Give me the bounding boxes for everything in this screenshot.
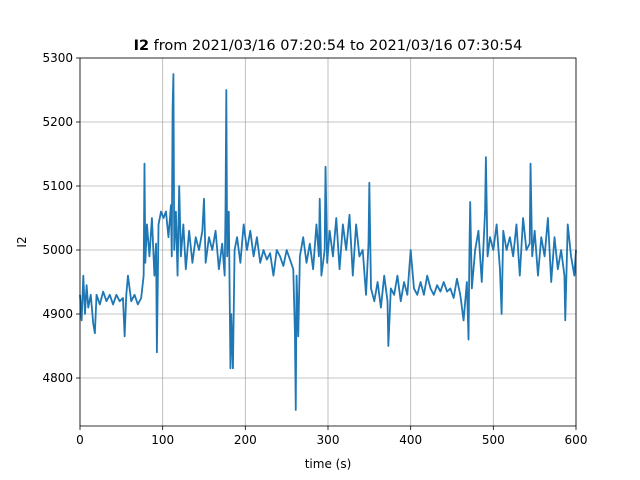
x-tick-label: 100 xyxy=(151,433,174,447)
x-axis-label: time (s) xyxy=(305,457,352,471)
data-line xyxy=(79,73,577,411)
x-tick-label: 600 xyxy=(565,433,588,447)
title-variable: I2 xyxy=(134,38,149,54)
x-tick-label: 500 xyxy=(482,433,505,447)
x-tick-label: 300 xyxy=(317,433,340,447)
y-tick-label: 4800 xyxy=(42,371,73,385)
chart-title: I2 from 2021/03/16 07:20:54 to 2021/03/1… xyxy=(134,38,523,54)
y-tick-label: 5000 xyxy=(42,243,73,257)
plot-area xyxy=(79,73,577,411)
x-tick-label: 0 xyxy=(76,433,84,447)
x-tick-label: 400 xyxy=(399,433,422,447)
y-tick-label: 5300 xyxy=(42,51,73,65)
y-tick-label: 5200 xyxy=(42,115,73,129)
y-axis-label: I2 xyxy=(15,236,29,247)
x-tick-label: 200 xyxy=(234,433,257,447)
y-tick-label: 5100 xyxy=(42,179,73,193)
ticks: 0 100 200 300 400 500 600 4800 4900 5000 5100 5200 5… xyxy=(42,51,587,447)
title-text: from 2021/03/16 07:20:54 to 2021/03/16 0… xyxy=(154,38,523,54)
y-tick-label: 4900 xyxy=(42,307,73,321)
